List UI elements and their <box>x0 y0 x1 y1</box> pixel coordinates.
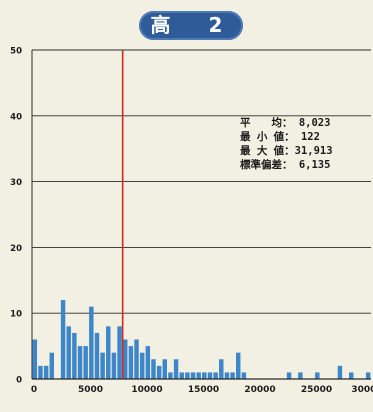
histogram-bar <box>207 372 213 379</box>
histogram-bar <box>151 359 156 379</box>
histogram-bar <box>219 359 224 379</box>
x-tick-label: 15000 <box>188 385 219 395</box>
y-tick-label: 40 <box>10 112 22 122</box>
stats-line: 最 小 値： 122 <box>240 130 320 143</box>
histogram-bar <box>32 339 38 379</box>
histogram-bar <box>123 339 128 379</box>
histogram-bar <box>100 352 105 379</box>
histogram-bar <box>66 326 71 379</box>
histogram-bar <box>241 372 247 379</box>
histogram-bar <box>83 346 88 379</box>
histogram-bar <box>134 339 139 379</box>
histogram-bar <box>89 306 94 379</box>
histogram-bar <box>173 359 179 379</box>
histogram-bar <box>179 372 184 379</box>
x-tick-label: 5000 <box>78 385 103 395</box>
histogram-bar <box>168 372 173 379</box>
histogram-bar <box>230 372 235 379</box>
x-tick-label: 0 <box>31 385 37 395</box>
y-tick-label: 20 <box>10 244 22 254</box>
histogram-bar <box>94 332 100 379</box>
histogram-bar <box>224 372 230 379</box>
stats-line: 平 均： 8,023 <box>240 116 330 129</box>
histogram-bar <box>139 352 145 379</box>
histogram-bar <box>117 326 122 379</box>
histogram-bar <box>145 346 151 379</box>
histogram-bar <box>349 372 354 379</box>
histogram-bar <box>213 372 218 379</box>
histogram-bar <box>43 365 49 379</box>
histogram-bar <box>156 365 162 379</box>
histogram-bar <box>185 372 190 379</box>
y-tick-label: 30 <box>10 178 22 188</box>
stats-line: 最 大 値：31,913 <box>240 144 333 157</box>
histogram-bar <box>111 352 117 379</box>
histogram-bar <box>60 300 66 379</box>
histogram-bar <box>286 372 292 379</box>
x-tick-label: 20000 <box>244 385 275 395</box>
chart-title: 高 2 <box>139 11 243 40</box>
histogram-bar <box>128 346 134 379</box>
stats-line: 標準偏差： 6,135 <box>240 158 330 171</box>
x-tick-label: 10000 <box>131 385 162 395</box>
histogram-bar <box>236 352 241 379</box>
histogram-bar <box>196 372 201 379</box>
histogram-bar <box>365 372 371 379</box>
x-tick-label: 30000 <box>351 385 373 395</box>
y-tick-label: 10 <box>10 310 22 320</box>
x-tick-label: 25000 <box>301 385 332 395</box>
histogram-bar <box>106 326 111 379</box>
histogram-bar <box>337 365 343 379</box>
y-tick-label: 50 <box>10 47 22 57</box>
y-tick-label: 0 <box>16 376 22 386</box>
histogram-bar <box>202 372 207 379</box>
histogram-bar <box>190 372 196 379</box>
histogram-bar <box>38 365 43 379</box>
histogram-bar <box>298 372 303 379</box>
histogram-bar <box>77 346 83 379</box>
histogram-bar <box>162 359 167 379</box>
histogram-bar <box>72 332 77 379</box>
histogram-bar <box>49 352 54 379</box>
histogram-bar <box>315 372 320 379</box>
